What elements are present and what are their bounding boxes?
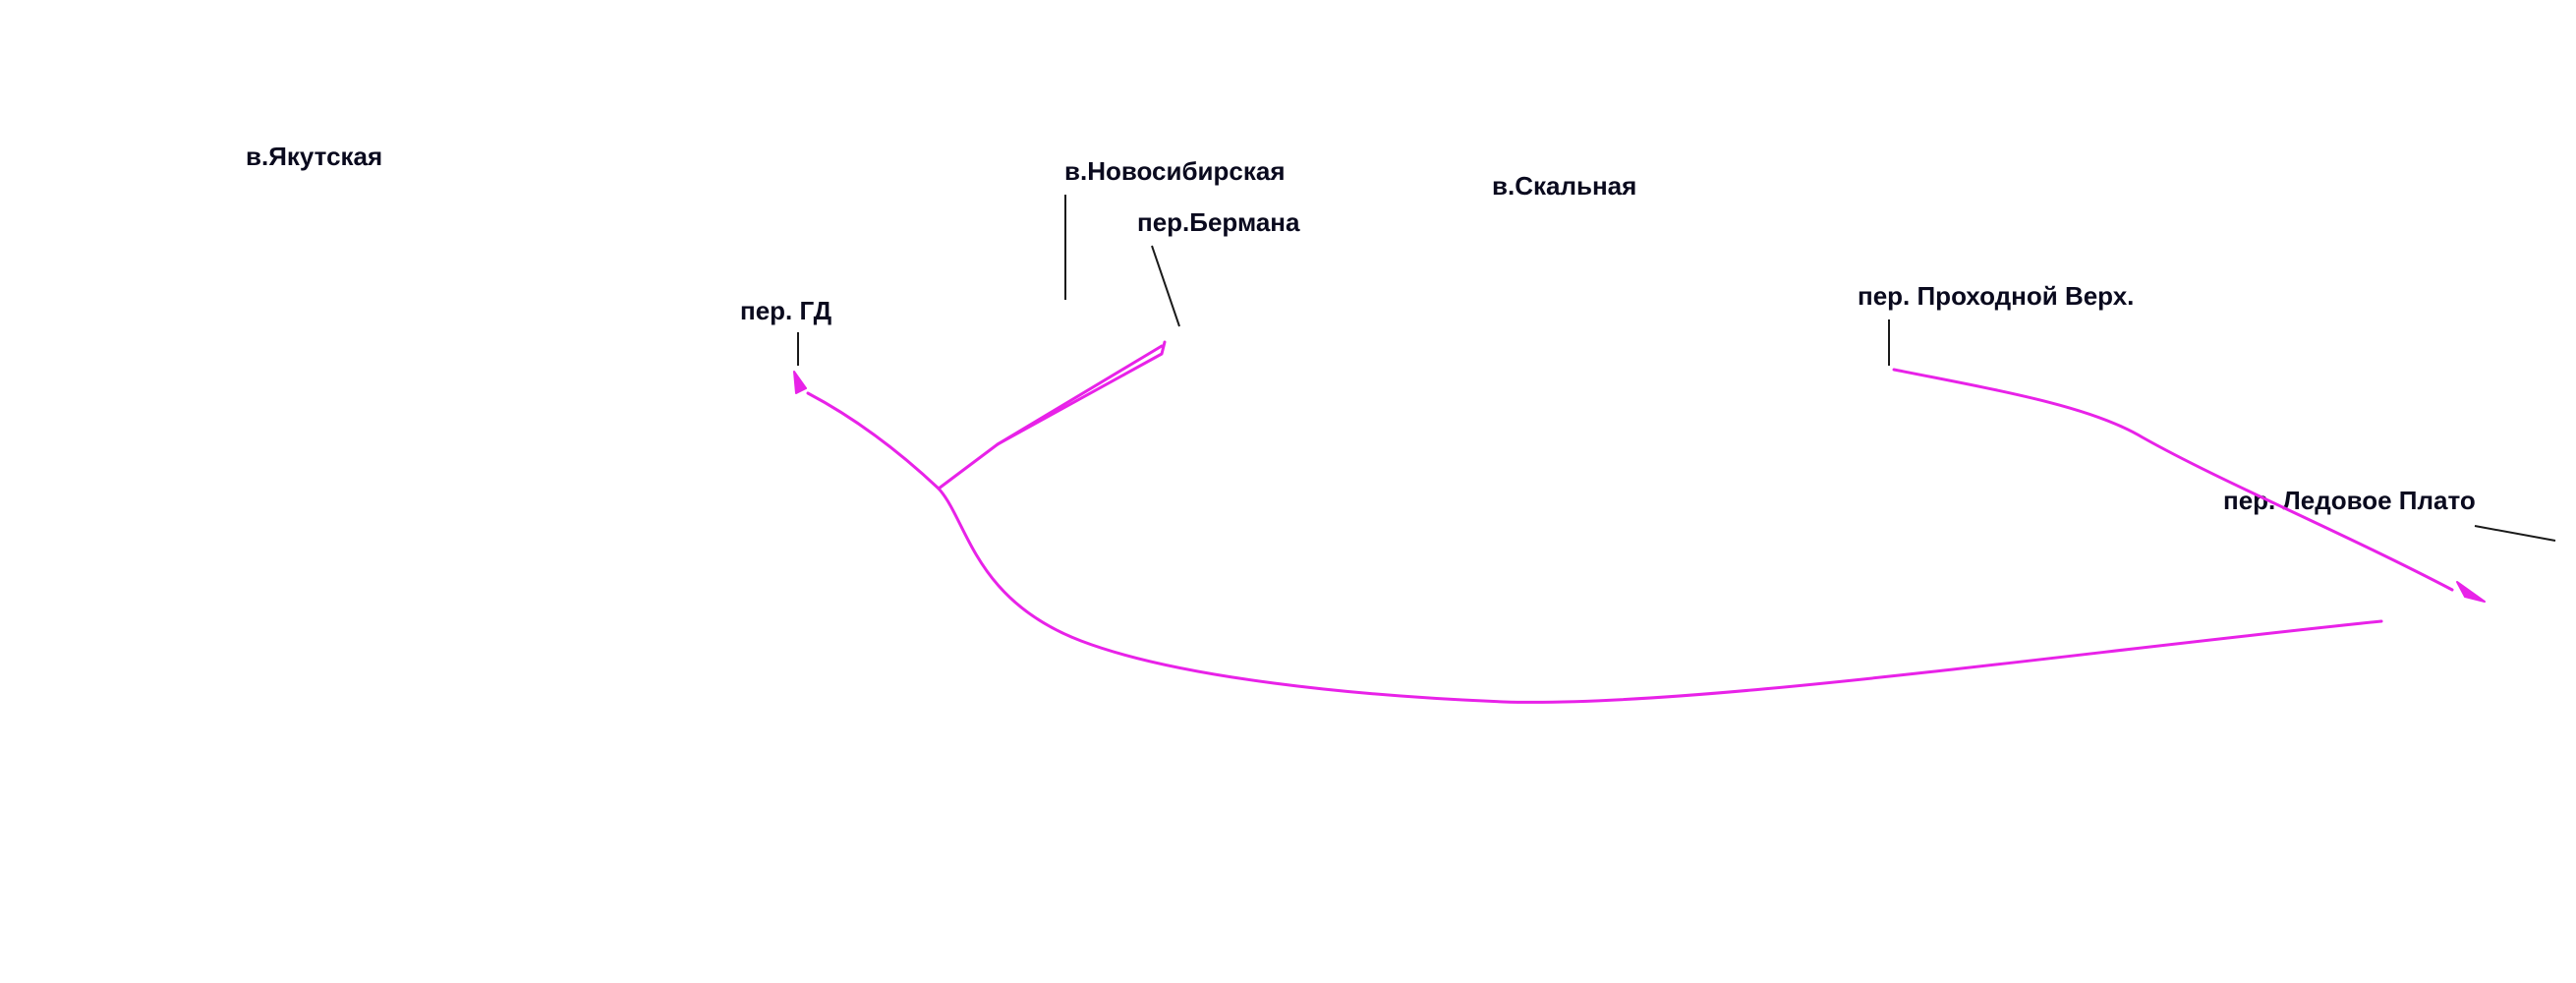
route-segment-to-gd bbox=[806, 391, 941, 491]
label-pass-gd: пер. ГД bbox=[740, 296, 832, 325]
route-segment-from-prokhodnoy bbox=[1892, 368, 2454, 592]
label-pass-ledovoe-plato: пер. Ледовое Плато bbox=[2223, 486, 2476, 515]
route-segment-to-bermana bbox=[937, 344, 1164, 491]
arrowhead-ledovoe bbox=[2456, 581, 2486, 603]
leader-bermana bbox=[1151, 245, 1180, 327]
label-pass-bermana: пер.Бермана bbox=[1137, 207, 1300, 237]
route-segment-lower-curve bbox=[937, 487, 2383, 704]
arrowhead-gd bbox=[793, 371, 807, 394]
label-pass-prokhodnoy-verkh: пер. Проходной Верх. bbox=[1858, 281, 2134, 311]
route-segment-to-bermana-return bbox=[996, 340, 1167, 446]
label-peak-yakutskaya: в.Якутская bbox=[246, 142, 382, 171]
label-peak-skalnaya: в.Скальная bbox=[1492, 171, 1636, 201]
label-peak-novosibirskaya: в.Новосибирская bbox=[1064, 156, 1286, 186]
leader-ledovoe bbox=[2474, 525, 2556, 542]
